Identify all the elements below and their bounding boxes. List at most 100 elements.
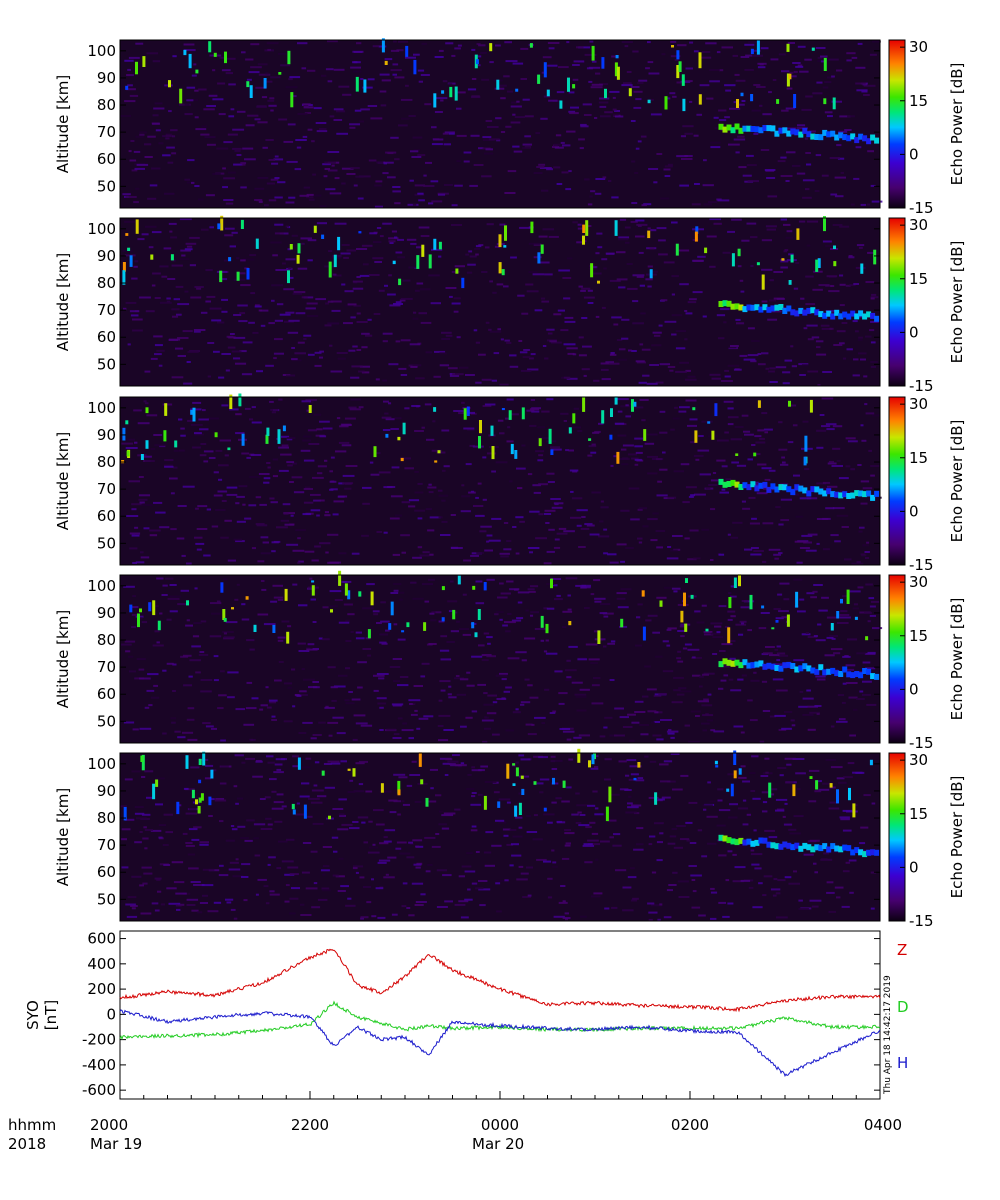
noise-cell	[332, 513, 339, 516]
noise-cell	[448, 132, 455, 135]
noise-cell	[551, 801, 557, 804]
noise-cell	[258, 73, 271, 76]
noise-cell	[331, 309, 341, 312]
noise-cell	[746, 154, 754, 157]
noise-cell	[614, 422, 625, 425]
noise-cell	[272, 475, 278, 478]
noise-cell	[299, 694, 308, 696]
noise-cell	[333, 685, 346, 688]
noise-cell	[672, 535, 683, 537]
noise-cell	[695, 715, 700, 717]
noise-cell	[246, 681, 253, 684]
noise-cell	[702, 804, 713, 807]
noise-cell	[456, 134, 467, 137]
noise-cell	[684, 338, 688, 341]
noise-cell	[368, 159, 377, 162]
noise-cell	[763, 487, 767, 490]
noise-cell	[528, 590, 536, 593]
noise-cell	[193, 884, 205, 886]
noise-cell	[632, 897, 639, 900]
noise-cell	[839, 283, 846, 286]
noise-cell	[839, 614, 850, 616]
noise-cell	[697, 449, 710, 452]
meteor-echo	[649, 269, 653, 279]
noise-cell	[709, 80, 720, 83]
noise-cell	[568, 110, 576, 113]
noise-cell	[313, 882, 318, 885]
meteor-echo	[210, 769, 214, 779]
noise-cell	[556, 820, 563, 823]
noise-cell	[211, 612, 221, 615]
noise-cell	[394, 202, 401, 205]
noise-cell	[171, 861, 184, 864]
noise-cell	[422, 583, 433, 586]
noise-cell	[603, 267, 607, 270]
echo-layer-cell	[750, 662, 756, 669]
echo-layer-cell	[742, 125, 748, 132]
noise-cell	[688, 495, 694, 498]
noise-cell	[290, 95, 297, 98]
noise-cell	[410, 366, 418, 368]
meteor-echo	[733, 577, 737, 588]
noise-cell	[826, 428, 835, 431]
meteor-echo	[150, 254, 154, 260]
noise-cell	[213, 350, 220, 353]
meteor-echo	[217, 223, 221, 230]
noise-cell	[729, 595, 737, 598]
noise-cell	[839, 225, 850, 228]
colorbar-tick-label: 30	[909, 573, 928, 591]
noise-cell	[175, 904, 182, 907]
noise-cell	[712, 636, 723, 639]
noise-cell	[409, 843, 414, 845]
noise-cell	[855, 771, 865, 774]
noise-cell	[547, 64, 558, 67]
noise-cell	[285, 311, 295, 314]
noise-cell	[763, 652, 773, 655]
noise-cell	[751, 340, 760, 342]
echo-layer-cell	[870, 849, 876, 856]
noise-cell	[482, 405, 492, 407]
echo-layer-cell	[870, 312, 876, 319]
noise-cell	[257, 560, 265, 563]
noise-cell	[630, 220, 638, 223]
noise-cell	[608, 180, 612, 182]
noise-cell	[635, 843, 644, 846]
noise-cell	[591, 702, 604, 705]
colorbar-title: Echo Power [dB]	[948, 63, 966, 186]
noise-cell	[530, 614, 534, 617]
noise-cell	[647, 265, 653, 268]
echo-layer-cell	[826, 846, 832, 853]
noise-cell	[222, 186, 228, 189]
noise-cell	[260, 580, 265, 582]
noise-cell	[821, 397, 834, 400]
noise-cell	[690, 710, 701, 713]
noise-cell	[685, 821, 693, 824]
noise-cell	[408, 699, 421, 702]
noise-cell	[527, 547, 540, 549]
noise-cell	[851, 56, 858, 59]
noise-cell	[277, 181, 286, 184]
noise-cell	[547, 821, 553, 824]
noise-cell	[350, 631, 354, 633]
noise-cell	[497, 419, 504, 422]
noise-cell	[139, 501, 145, 504]
echo-layer-cell	[874, 673, 880, 680]
noise-cell	[292, 462, 297, 465]
noise-cell	[347, 897, 352, 900]
noise-cell	[506, 843, 514, 846]
noise-cell	[868, 449, 872, 452]
noise-cell	[552, 861, 557, 864]
noise-cell	[486, 636, 493, 639]
noise-cell	[267, 863, 271, 866]
meteor-echo	[155, 779, 159, 787]
noise-cell	[396, 841, 407, 844]
noise-cell	[532, 273, 545, 276]
meteor-echo	[690, 594, 694, 599]
noise-cell	[442, 874, 452, 877]
noise-cell	[684, 724, 690, 727]
meteor-echo	[338, 570, 342, 586]
noise-cell	[630, 518, 640, 521]
noise-cell	[311, 559, 319, 562]
noise-cell	[645, 67, 650, 70]
noise-cell	[478, 353, 486, 356]
